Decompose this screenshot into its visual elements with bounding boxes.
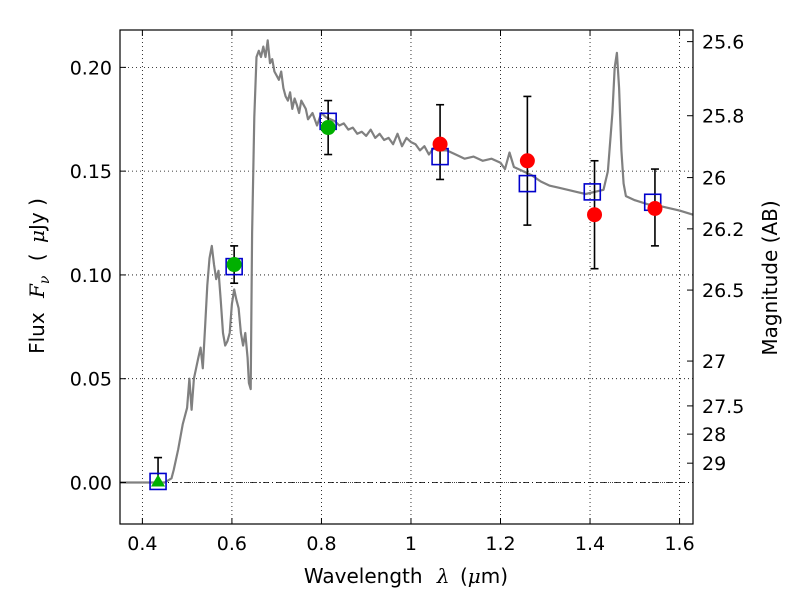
x-axis-label: Wavelength λ (μm) xyxy=(304,564,508,588)
x-axis-ticks: 0.4 0.6 0.8 1 1.2 1.4 1.6 xyxy=(127,30,695,555)
magnitude-tick-label: 26.2 xyxy=(702,219,744,241)
optical-data-point xyxy=(226,257,242,273)
y-tick-label: 0.15 xyxy=(70,161,112,183)
infrared-data-point xyxy=(647,201,663,217)
magnitude-tick-label: 26 xyxy=(702,168,726,190)
x-tick-label: 0.8 xyxy=(306,533,336,555)
model-photometry-square xyxy=(518,174,537,193)
magnitude-tick-label: 25.8 xyxy=(702,106,744,128)
x-tick-label: 1.4 xyxy=(575,533,605,555)
plot-area xyxy=(120,30,693,524)
x-tick-label: 1.2 xyxy=(485,533,515,555)
model-photometry-square xyxy=(149,472,167,491)
infrared-data-point xyxy=(432,136,448,152)
optical-data-point xyxy=(320,120,336,136)
model-photometry-square xyxy=(583,183,602,201)
y-tick-label: 0.00 xyxy=(70,472,112,494)
magnitude-tick-label: 28 xyxy=(702,424,726,446)
y-tick-label: 0.20 xyxy=(70,57,112,79)
magnitude-tick-label: 25.6 xyxy=(702,32,744,54)
x-tick-label: 1 xyxy=(405,533,417,555)
y-tick-label: 0.05 xyxy=(70,369,112,391)
x-tick-label: 0.4 xyxy=(127,533,157,555)
magnitude-tick-label: 29 xyxy=(702,453,726,475)
infrared-data-point xyxy=(587,207,603,223)
y-axis-ticks: 0.00 0.05 0.10 0.15 0.20 xyxy=(70,57,126,494)
model-spectrum-layer xyxy=(120,39,694,484)
magnitude-tick-label: 26.5 xyxy=(702,280,744,302)
plot-frame xyxy=(119,29,694,525)
model-spectrum-line xyxy=(120,39,694,484)
x-tick-label: 1.6 xyxy=(664,533,694,555)
magnitude-axis-ticks: 25.6 25.8 26 26.2 26.5 27 27.5 28 29 xyxy=(687,32,744,475)
markers-layer xyxy=(149,112,663,491)
magnitude-tick-label: 27 xyxy=(702,351,726,373)
magnitude-axis-label: Magnitude (AB) xyxy=(758,200,782,355)
infrared-data-point xyxy=(519,153,535,169)
optical-nondetection-triangle xyxy=(151,474,166,487)
y-axis-label: Flux Fν ( μJy ) xyxy=(25,198,54,354)
y-tick-label: 0.10 xyxy=(70,265,112,287)
magnitude-tick-label: 27.5 xyxy=(702,396,744,418)
x-tick-label: 0.6 xyxy=(217,533,247,555)
plot-background xyxy=(120,30,693,524)
